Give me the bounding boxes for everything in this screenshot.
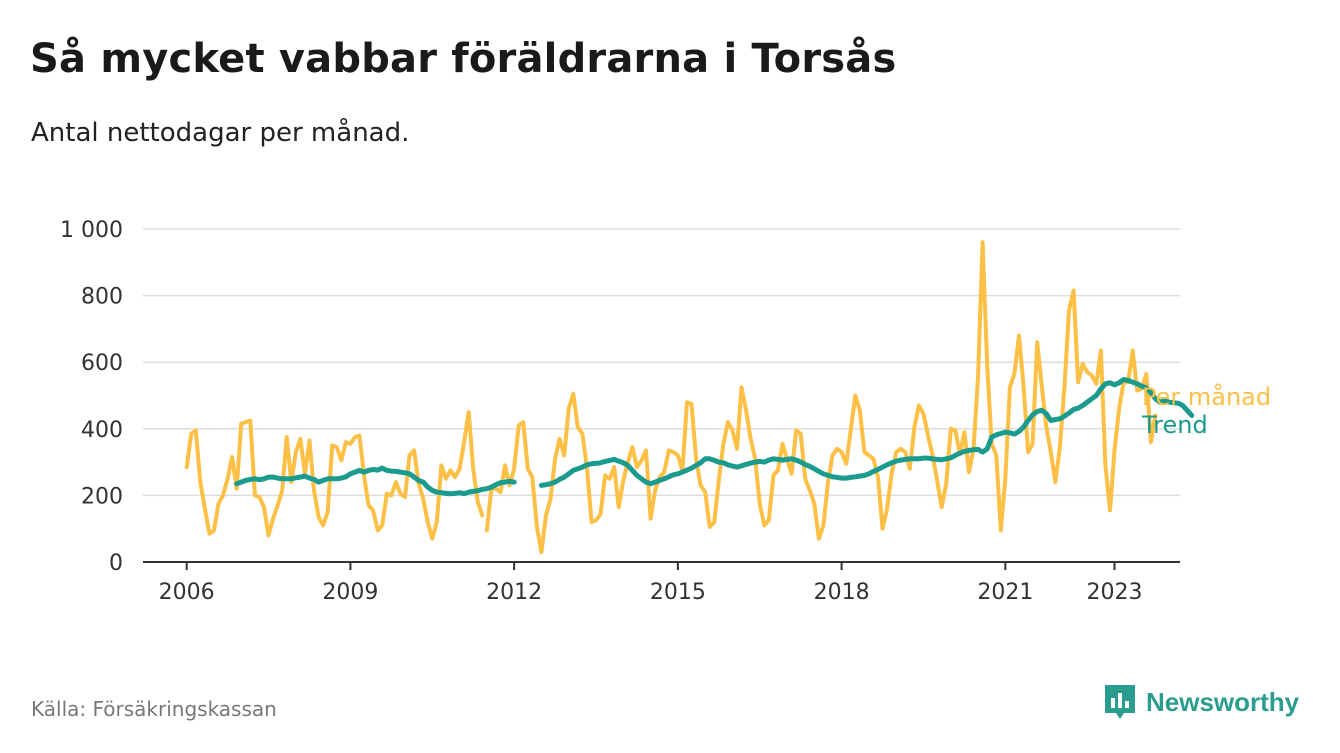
x-tick-label: 2023 [1087,580,1143,605]
x-tick-label: 2009 [322,580,378,605]
gridlines [143,228,1180,497]
x-tick-label: 2006 [159,580,215,605]
x-tick-label: 2018 [814,580,870,605]
monthly-line-segment-2 [484,240,1158,554]
newsworthy-logo-icon [1105,685,1135,719]
y-tick-label: 200 [81,484,123,509]
series-lines [184,240,1195,554]
newsworthy-logo-text: Newsworthy [1146,686,1300,717]
x-tick-label: 2021 [977,580,1033,605]
trend-line-segment-2 [538,377,1195,488]
y-tick-label: 800 [81,285,123,310]
page-title: Så mycket vabbar föräldrarna i Torsås [30,36,897,82]
y-tick-label: 400 [81,418,123,443]
page-subtitle: Antal nettodagar per månad. [31,118,410,148]
y-tick-label: 1 000 [60,218,123,243]
y-tick-label: 0 [109,551,123,576]
series-label-monthly: Per månad [1142,382,1271,411]
y-tick-label: 600 [81,351,123,376]
newsworthy-logo: Newsworthy [1102,682,1299,722]
series-label-trend: Trend [1141,411,1208,439]
monthly-line-segment-1 [184,410,485,541]
axes: 0 200 400 600 800 1 000 2006 2009 2012 2015 2018 20… [60,218,1180,605]
trend-line-segment-1 [234,465,517,497]
source-note: Källa: Försäkringskassan [31,697,277,721]
x-tick-label: 2012 [486,580,542,605]
x-tick-label: 2015 [650,580,706,605]
